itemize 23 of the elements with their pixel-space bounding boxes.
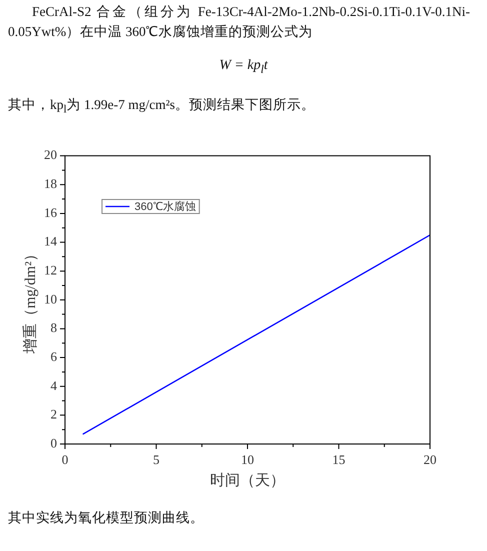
y-tick-label: 20 — [44, 147, 57, 162]
x-axis-title: 时间（天） — [210, 472, 285, 489]
y-tick-label: 16 — [44, 204, 58, 220]
text: 其中实线为氧化模型预测曲线。 — [8, 509, 205, 527]
text: W = kp$_{l}$t — [218, 57, 269, 78]
y-tick-label: 10 — [44, 291, 57, 306]
y-axis-title: 增重（mg/dm²） — [22, 246, 39, 354]
y-tick-label: 12 — [44, 262, 57, 278]
y-tick-label: 4 — [50, 378, 58, 393]
x-tick-label: 5 — [153, 452, 160, 468]
y-tick-label: 0 — [50, 435, 57, 450]
x-tick-label: 15 — [332, 452, 346, 468]
y-tick-label: 18 — [44, 176, 57, 192]
y-tick-label: 2 — [50, 406, 57, 422]
x-tick-label: 0 — [62, 452, 68, 468]
text: 其中，kp$_{l}$为 1.99e-7 mg/cm²s。预测结果下图所示。 — [8, 96, 316, 118]
y-tick-label: 14 — [44, 234, 58, 249]
text: FeCrAl-S2 合金（组分为 Fe-13Cr-4Al-2Mo-1.2Nb-0.2Si-0.1Ti-0.1V-0.1Ni-0.05Ywt%）在中温 360℃水腐蚀增重的预测公式为 — [8, 3, 470, 41]
x-tick-label: 10 — [241, 452, 254, 468]
y-tick-label: 8 — [50, 320, 57, 336]
x-tick-label: 20 — [424, 452, 436, 468]
y-tick-label: 6 — [50, 348, 58, 364]
legend-label: 360℃水腐蚀 — [134, 200, 196, 214]
